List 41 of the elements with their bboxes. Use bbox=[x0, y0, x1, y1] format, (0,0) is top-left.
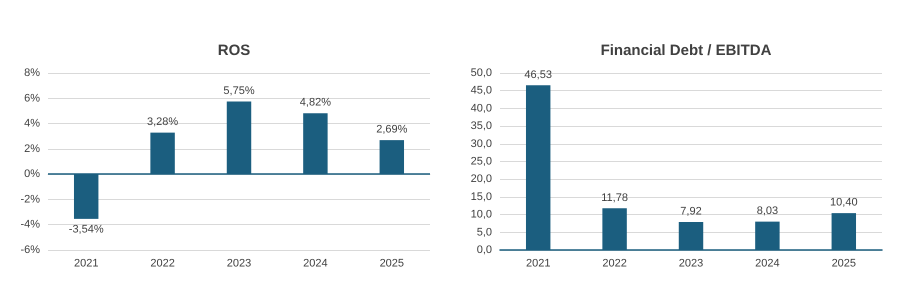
x-tick-label: 2022 bbox=[150, 258, 175, 270]
y-tick-label: 0% bbox=[24, 168, 40, 180]
x-tick-label: 2023 bbox=[226, 258, 252, 270]
data-label: 7,92 bbox=[680, 205, 702, 218]
x-tick-label: 2021 bbox=[526, 258, 550, 270]
y-tick-label: 8% bbox=[24, 67, 40, 79]
data-label: 8,03 bbox=[756, 205, 778, 218]
x-tick-label: 2024 bbox=[755, 258, 780, 270]
y-tick-label: 0,0 bbox=[476, 244, 492, 256]
y-tick-label: 15,0 bbox=[470, 190, 492, 203]
y-tick-label: 30,0 bbox=[470, 138, 492, 150]
y-tick-label: -4% bbox=[20, 218, 40, 231]
x-tick-label: 2024 bbox=[303, 258, 328, 270]
x-tick-label: 2023 bbox=[678, 258, 704, 270]
data-label: 10,40 bbox=[830, 196, 858, 209]
y-tick-label: 45,0 bbox=[470, 84, 492, 97]
data-label: -3,54% bbox=[68, 223, 104, 236]
data-label: 3,28% bbox=[147, 116, 178, 128]
y-tick-label: 40,0 bbox=[470, 102, 492, 114]
chart-title: ROS bbox=[218, 42, 250, 59]
y-tick-label: 4% bbox=[24, 118, 40, 130]
y-tick-label: 10,0 bbox=[470, 208, 492, 221]
x-tick-label: 2021 bbox=[74, 258, 98, 270]
y-tick-label: -6% bbox=[20, 244, 40, 256]
y-tick-label: 35,0 bbox=[470, 120, 492, 132]
x-tick-label: 2025 bbox=[380, 258, 404, 270]
y-tick-label: 6% bbox=[24, 92, 40, 104]
y-tick-label: 50,0 bbox=[470, 67, 492, 79]
data-label: 2,69% bbox=[376, 124, 408, 136]
x-tick-label: 2022 bbox=[602, 258, 627, 270]
y-tick-label: 25,0 bbox=[470, 156, 492, 168]
x-tick-label: 2025 bbox=[832, 258, 856, 270]
data-label: 4,82% bbox=[300, 96, 332, 109]
y-tick-label: -2% bbox=[20, 193, 40, 206]
data-label: 11,78 bbox=[601, 192, 628, 204]
data-label: 5,75% bbox=[223, 84, 255, 97]
y-tick-label: 20,0 bbox=[470, 173, 492, 186]
y-tick-label: 5,0 bbox=[476, 226, 492, 238]
data-label: 46,53 bbox=[524, 68, 552, 81]
chart-title: Financial Debt / EBITDA bbox=[600, 42, 772, 59]
y-tick-label: 2% bbox=[24, 142, 40, 155]
